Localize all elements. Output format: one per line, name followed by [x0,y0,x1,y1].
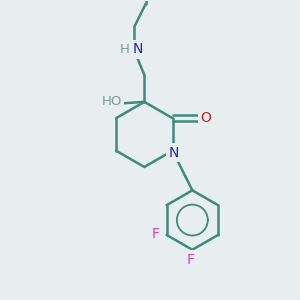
Text: O: O [200,111,211,125]
Text: F: F [187,253,195,267]
Text: HO: HO [102,95,122,108]
Text: F: F [151,226,159,241]
Text: N: N [133,42,143,56]
Text: H: H [120,43,130,56]
Text: N: N [169,146,179,160]
